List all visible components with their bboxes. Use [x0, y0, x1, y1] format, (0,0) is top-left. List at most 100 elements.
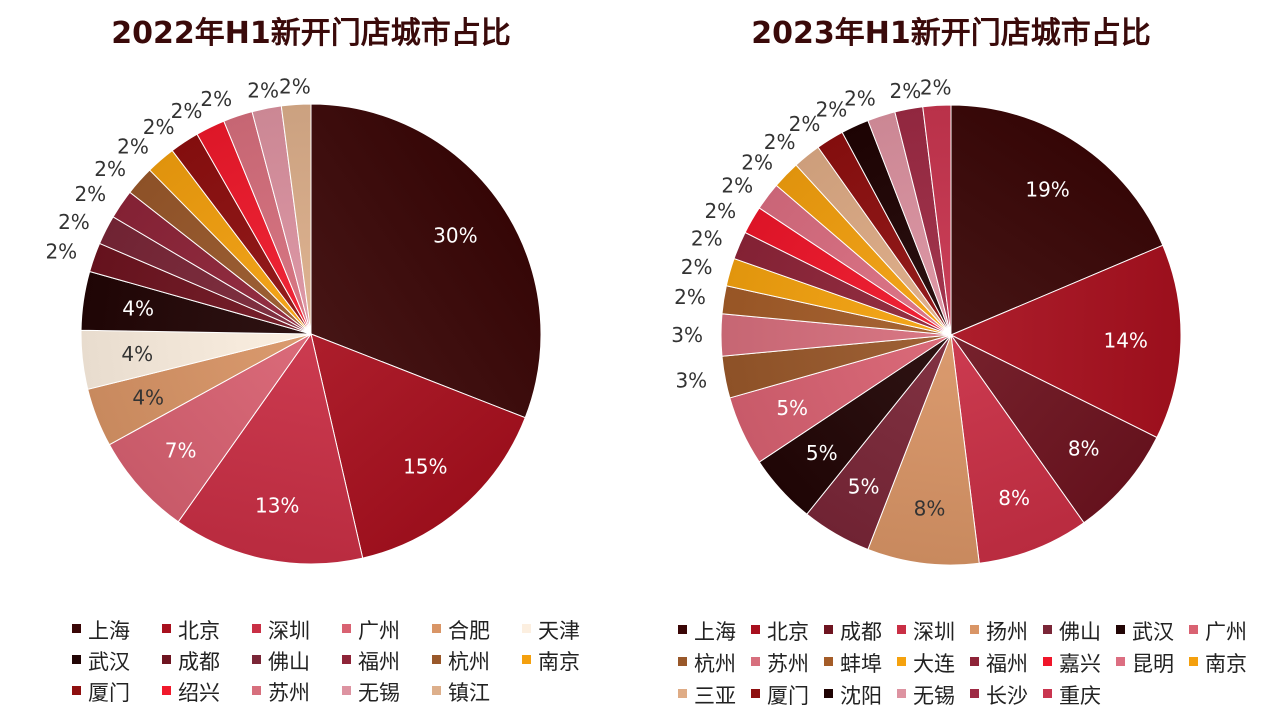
data-label: 13% — [255, 494, 299, 518]
legend-label: 长沙 — [986, 684, 1028, 708]
pie-slice-深圳 — [177, 332, 364, 565]
legend-swatch — [824, 625, 833, 634]
legend-item: 武汉 — [1116, 620, 1174, 644]
legend-label: 上海 — [694, 620, 736, 644]
legend-item: 蚌埠 — [824, 652, 882, 676]
legend-swatch — [678, 625, 687, 634]
legend-label: 成都 — [178, 650, 220, 674]
legend-label: 蚌埠 — [840, 652, 882, 676]
legend-item: 上海 — [678, 620, 736, 644]
legend-label: 无锡 — [358, 681, 400, 705]
legend-item: 杭州 — [678, 652, 736, 676]
legend-item: 无锡 — [342, 681, 400, 705]
data-label: 2% — [741, 150, 773, 174]
data-label: 4% — [132, 386, 164, 410]
legend-item: 福州 — [342, 650, 400, 674]
legend-label: 镇江 — [448, 681, 490, 705]
data-label: 2% — [117, 134, 149, 158]
data-label: 2% — [691, 226, 723, 250]
data-label: 2% — [789, 112, 821, 136]
legend-item: 扬州 — [970, 620, 1028, 644]
data-label: 5% — [848, 474, 880, 498]
data-label: 2% — [279, 75, 311, 99]
legend-item: 北京 — [162, 619, 220, 643]
legend-swatch — [751, 689, 760, 698]
legend-swatch — [678, 657, 687, 666]
legend-label: 昆明 — [1132, 652, 1174, 676]
legend-item: 广州 — [342, 619, 400, 643]
legend-item: 天津 — [522, 619, 580, 643]
data-label: 3% — [671, 323, 703, 347]
legend-swatch — [1189, 625, 1198, 634]
legend-label: 合肥 — [448, 619, 490, 643]
legend-swatch — [1116, 625, 1125, 634]
legend-label: 北京 — [178, 619, 220, 643]
legend-swatch — [252, 655, 261, 664]
legend-label: 南京 — [538, 650, 580, 674]
legend-label: 成都 — [840, 620, 882, 644]
legend-item: 苏州 — [252, 681, 310, 705]
legend-label: 佛山 — [268, 650, 310, 674]
legend-item: 重庆 — [1043, 684, 1101, 708]
pie-slice-北京 — [310, 333, 526, 559]
legend-item: 合肥 — [432, 619, 490, 643]
legend-label: 沈阳 — [840, 684, 882, 708]
legend-label: 杭州 — [448, 650, 490, 674]
legend-item: 苏州 — [751, 652, 809, 676]
legend-swatch — [342, 655, 351, 664]
legend-item: 武汉 — [72, 650, 130, 674]
legend-label: 无锡 — [913, 684, 955, 708]
data-label: 7% — [165, 438, 197, 462]
legend-label: 厦门 — [88, 681, 130, 705]
legend-item: 大连 — [897, 652, 955, 676]
legend-label: 嘉兴 — [1059, 652, 1101, 676]
data-label: 5% — [806, 441, 838, 465]
chart-title: 2022年H1新开门店城市占比 — [111, 16, 510, 51]
legend-swatch — [162, 655, 171, 664]
pie-slice-上海 — [310, 103, 542, 419]
data-label: 2% — [247, 79, 279, 103]
legend-swatch — [1116, 657, 1125, 666]
data-label: 2% — [764, 130, 796, 154]
legend-item: 佛山 — [1043, 620, 1101, 644]
data-label: 8% — [1068, 437, 1100, 461]
data-label: 2% — [704, 199, 736, 223]
legend-swatch — [162, 686, 171, 695]
data-label: 5% — [776, 396, 808, 420]
legend-swatch — [1043, 657, 1052, 666]
legend-item: 沈阳 — [824, 684, 882, 708]
legend-label: 大连 — [913, 652, 955, 676]
data-label: 30% — [433, 223, 477, 247]
legend-item: 嘉兴 — [1043, 652, 1101, 676]
legend-item: 北京 — [751, 620, 809, 644]
legend-swatch — [432, 686, 441, 695]
pie-chart-2022: 2022年H1新开门店城市占比 30%15%13%7%4%4%4%2%2%2%2… — [45, 16, 580, 705]
pie-chart-2023: 2023年H1新开门店城市占比 19% 14% 8% 8% 8% 5% 5% 5% 3% 3% 2%… — [671, 16, 1247, 708]
legend-item: 长沙 — [970, 684, 1028, 708]
legend-item: 厦门 — [72, 681, 130, 705]
legend-item: 南京 — [522, 650, 580, 674]
data-label: 2% — [58, 210, 90, 234]
legend-label: 三亚 — [694, 684, 736, 708]
legend-item: 成都 — [824, 620, 882, 644]
legend-item: 上海 — [72, 619, 130, 643]
legend-swatch — [72, 686, 81, 695]
legend-label: 上海 — [88, 619, 130, 643]
data-label: 15% — [403, 454, 447, 478]
legend-item: 杭州 — [432, 650, 490, 674]
legend-label: 广州 — [358, 619, 400, 643]
data-labels: 19%14%8%8%8%5%5%5%3%3%2%2%2%2%2%2%2%2%2%… — [671, 76, 1148, 521]
chart-title: 2023年H1新开门店城市占比 — [751, 16, 1150, 51]
data-label: 2% — [844, 87, 876, 111]
pie-slices — [80, 103, 542, 565]
legend-label: 厦门 — [767, 684, 809, 708]
legend-label: 苏州 — [268, 681, 310, 705]
data-labels: 30%15%13%7%4%4%4%2%2%2%2%2%2%2%2% 2% 2% — [45, 75, 477, 518]
pie-slice-镇江 — [280, 103, 312, 335]
legend-swatch — [897, 689, 906, 698]
legend-item: 无锡 — [897, 684, 955, 708]
legend-item: 镇江 — [432, 681, 490, 705]
legend-swatch — [897, 657, 906, 666]
